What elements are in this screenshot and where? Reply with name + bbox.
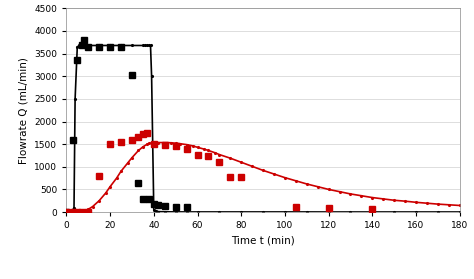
- Y-axis label: Flowrate Q (mL/min): Flowrate Q (mL/min): [19, 57, 29, 164]
- X-axis label: Time t (min): Time t (min): [231, 236, 295, 246]
